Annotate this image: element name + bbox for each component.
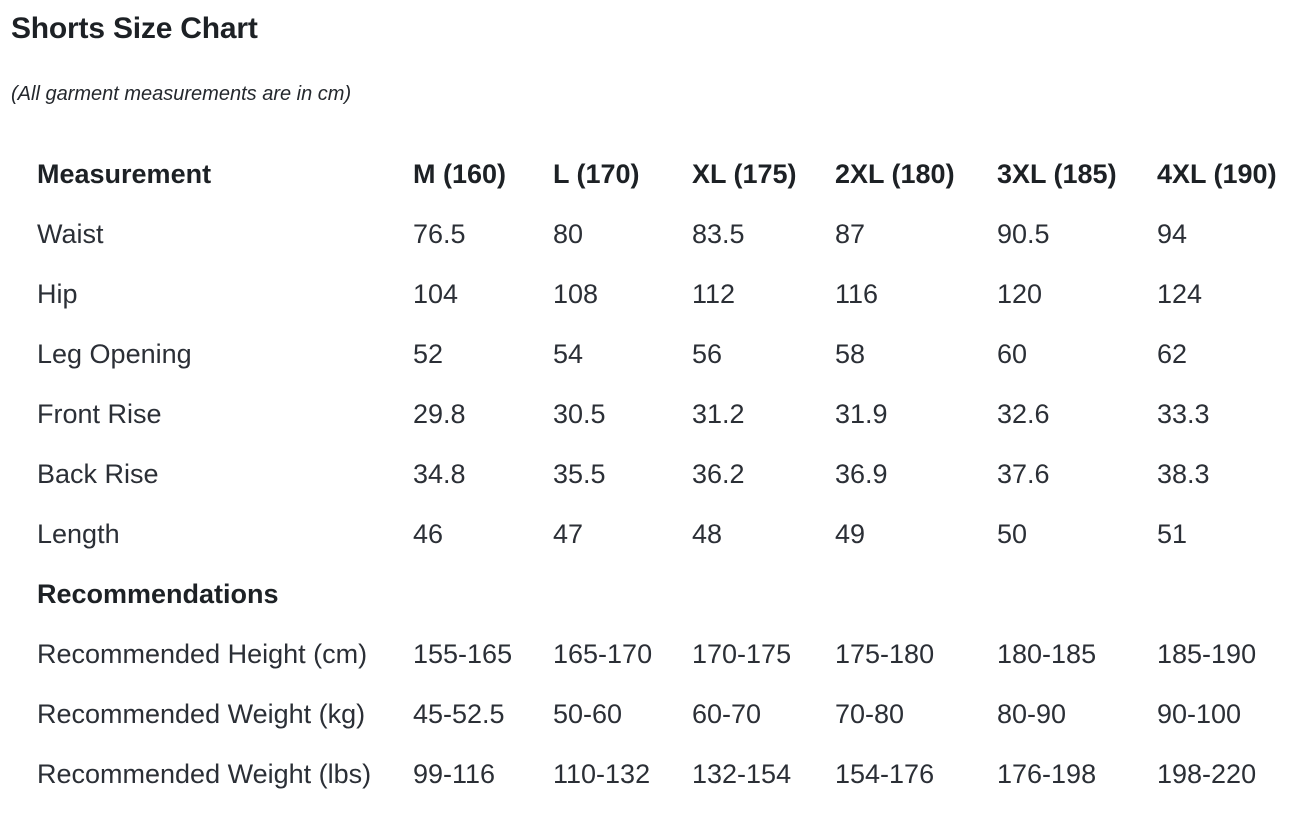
value-cell: 48	[692, 518, 723, 549]
size-column-header: M (160)	[413, 158, 507, 189]
row-label: Length	[37, 518, 120, 549]
size-column-header: XL (175)	[692, 158, 797, 189]
value-cell: 180-185	[997, 638, 1097, 669]
table-row: Recommended Weight (lbs) 99-116 110-132 132…	[37, 744, 1297, 804]
size-column-header: 4XL (190)	[1157, 158, 1277, 189]
value-cell: 124	[1157, 278, 1203, 309]
value-cell: 46	[413, 518, 444, 549]
value-cell: 76.5	[413, 218, 466, 249]
row-label: Recommended Weight (lbs)	[37, 758, 372, 789]
value-cell: 29.8	[413, 398, 466, 429]
row-label: Hip	[37, 278, 78, 309]
value-cell: 52	[413, 338, 444, 369]
value-cell: 170-175	[692, 638, 792, 669]
size-column-header: L (170)	[553, 158, 640, 189]
measurement-unit-note: (All garment measurements are in cm)	[11, 83, 352, 105]
value-cell: 176-198	[997, 758, 1097, 789]
value-cell: 110-132	[553, 758, 651, 789]
value-cell: 51	[1157, 518, 1188, 549]
measurement-column-header: Measurement	[37, 158, 212, 189]
section-header: Recommendations	[37, 578, 279, 609]
row-label: Waist	[37, 218, 104, 249]
value-cell: 155-165	[413, 638, 513, 669]
table-row: Recommended Height (cm) 155-165 165-170 170…	[37, 624, 1297, 684]
table-row: Length 46 47 48 49 50 51	[37, 504, 1297, 564]
value-cell: 70-80	[835, 698, 905, 729]
value-cell: 60	[997, 338, 1028, 369]
value-cell: 30.5	[553, 398, 606, 429]
value-cell: 99-116	[413, 758, 496, 789]
value-cell: 56	[692, 338, 723, 369]
row-label: Leg Opening	[37, 338, 192, 369]
value-cell: 175-180	[835, 638, 935, 669]
value-cell: 104	[413, 278, 459, 309]
value-cell: 31.9	[835, 398, 888, 429]
value-cell: 47	[553, 518, 584, 549]
value-cell: 154-176	[835, 758, 935, 789]
value-cell: 90.5	[997, 218, 1050, 249]
value-cell: 34.8	[413, 458, 466, 489]
value-cell: 132-154	[692, 758, 792, 789]
value-cell: 198-220	[1157, 758, 1257, 789]
value-cell: 36.2	[692, 458, 745, 489]
value-cell: 94	[1157, 218, 1188, 249]
table-row: Recommended Weight (kg) 45-52.5 50-60 60-70…	[37, 684, 1297, 744]
value-cell: 35.5	[553, 458, 606, 489]
table-header-row: Measurement M (160) L (170) XL (175) 2XL (18…	[37, 144, 1297, 204]
value-cell: 38.3	[1157, 458, 1210, 489]
value-cell: 60-70	[692, 698, 762, 729]
value-cell: 80	[553, 218, 584, 249]
value-cell: 33.3	[1157, 398, 1210, 429]
value-cell: 49	[835, 518, 866, 549]
value-cell: 116	[835, 278, 879, 309]
value-cell: 50	[997, 518, 1028, 549]
value-cell: 112	[692, 278, 736, 309]
page-title: Shorts Size Chart	[11, 12, 258, 45]
value-cell: 185-190	[1157, 638, 1257, 669]
row-label: Recommended Weight (kg)	[37, 698, 366, 729]
table-row: Leg Opening 52 54 56 58 60 62	[37, 324, 1297, 384]
value-cell: 32.6	[997, 398, 1050, 429]
row-label: Front Rise	[37, 398, 162, 429]
table-row: Hip 104 108 112 116 120 124	[37, 264, 1297, 324]
value-cell: 54	[553, 338, 584, 369]
value-cell: 90-100	[1157, 698, 1242, 729]
value-cell: 36.9	[835, 458, 888, 489]
table-row: Waist 76.5 80 83.5 87 90.5 94	[37, 204, 1297, 264]
section-row: Recommendations	[37, 564, 1297, 624]
size-column-header: 3XL (185)	[997, 158, 1117, 189]
value-cell: 80-90	[997, 698, 1067, 729]
value-cell: 58	[835, 338, 866, 369]
value-cell: 120	[997, 278, 1043, 309]
size-table: Measurement M (160) L (170) XL (175) 2XL (18…	[37, 144, 1297, 804]
value-cell: 62	[1157, 338, 1188, 369]
value-cell: 31.2	[692, 398, 745, 429]
value-cell: 37.6	[997, 458, 1050, 489]
size-column-header: 2XL (180)	[835, 158, 955, 189]
value-cell: 45-52.5	[413, 698, 505, 729]
value-cell: 165-170	[553, 638, 653, 669]
table-row: Back Rise 34.8 35.5 36.2 36.9 37.6 38.3	[37, 444, 1297, 504]
value-cell: 87	[835, 218, 866, 249]
row-label: Back Rise	[37, 458, 159, 489]
table-body: Waist 76.5 80 83.5 87 90.5 94 Hip 104 108 112 116 12…	[37, 204, 1297, 804]
value-cell: 50-60	[553, 698, 623, 729]
row-label: Recommended Height (cm)	[37, 638, 368, 669]
value-cell: 83.5	[692, 218, 745, 249]
value-cell: 108	[553, 278, 599, 309]
size-chart-page: Shorts Size Chart (All garment measureme…	[11, 12, 1297, 804]
table-row: Front Rise 29.8 30.5 31.2 31.9 32.6 33.3	[37, 384, 1297, 444]
